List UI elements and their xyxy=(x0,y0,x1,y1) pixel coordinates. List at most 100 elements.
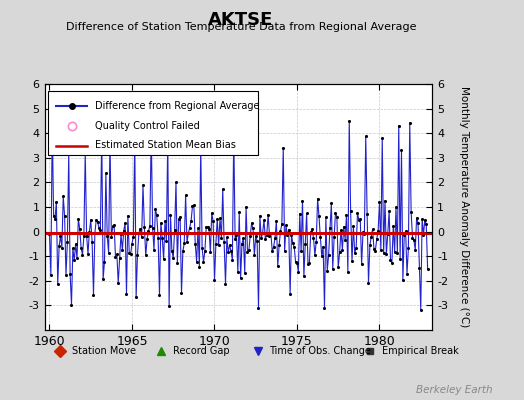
Point xyxy=(118,247,127,254)
Point xyxy=(419,231,428,238)
Point xyxy=(337,227,345,233)
Point xyxy=(423,266,432,272)
Point xyxy=(411,246,419,253)
Point xyxy=(334,264,343,270)
Point xyxy=(330,234,339,240)
Point xyxy=(401,228,410,234)
Point xyxy=(300,273,308,280)
Point xyxy=(67,302,75,308)
Point xyxy=(395,122,403,129)
Point xyxy=(256,213,264,219)
Point xyxy=(136,226,145,232)
Point xyxy=(56,233,64,239)
Point xyxy=(296,210,304,217)
Point xyxy=(236,274,245,281)
Point xyxy=(126,251,135,258)
Point xyxy=(202,224,211,230)
Text: Difference from Regional Average: Difference from Regional Average xyxy=(95,101,259,111)
Point xyxy=(147,128,156,134)
Point xyxy=(418,216,427,222)
Point xyxy=(260,217,268,223)
Point xyxy=(362,133,370,140)
Point xyxy=(371,248,379,254)
Point xyxy=(169,255,178,262)
Point xyxy=(278,221,286,228)
Point xyxy=(139,182,147,189)
Point xyxy=(379,250,388,256)
Point xyxy=(275,242,283,249)
Point xyxy=(322,214,330,220)
Point xyxy=(397,147,406,153)
Point xyxy=(308,226,316,232)
Text: AKTSE: AKTSE xyxy=(209,11,274,29)
Point xyxy=(319,244,328,250)
Point xyxy=(205,226,213,232)
Point xyxy=(375,199,384,205)
Text: Quality Control Failed: Quality Control Failed xyxy=(95,121,200,131)
Point xyxy=(312,239,321,245)
Point xyxy=(286,291,294,297)
Point xyxy=(360,230,368,237)
Point xyxy=(298,197,307,204)
Point xyxy=(245,247,253,254)
Point xyxy=(269,244,278,250)
Point xyxy=(140,224,149,230)
Point xyxy=(124,212,132,219)
Point xyxy=(352,245,361,252)
Point xyxy=(250,252,258,258)
Point xyxy=(291,259,300,266)
Point xyxy=(84,251,92,257)
Point xyxy=(366,242,374,249)
Point xyxy=(340,224,348,230)
Point xyxy=(143,236,151,242)
Point xyxy=(400,232,408,238)
Point xyxy=(130,136,139,142)
Point xyxy=(329,266,337,272)
Point xyxy=(228,256,236,263)
Point xyxy=(191,241,200,247)
Point xyxy=(364,279,373,286)
Point xyxy=(53,281,62,288)
Point xyxy=(412,215,421,221)
Point xyxy=(305,260,313,266)
Point xyxy=(422,221,430,228)
Point xyxy=(327,200,335,206)
Point xyxy=(128,240,136,247)
Point xyxy=(96,227,105,233)
Point xyxy=(357,261,366,268)
Point xyxy=(247,220,256,226)
Point xyxy=(345,118,354,124)
Point xyxy=(102,170,110,176)
Point xyxy=(272,218,280,224)
Point xyxy=(88,238,96,245)
Point xyxy=(344,268,352,275)
Point xyxy=(216,215,224,221)
Point xyxy=(110,222,118,228)
Point xyxy=(410,237,418,243)
Point xyxy=(104,250,113,256)
Point xyxy=(342,211,351,218)
Point xyxy=(414,219,422,226)
Point xyxy=(151,206,160,212)
Point xyxy=(144,228,152,234)
Point xyxy=(268,248,277,254)
Point xyxy=(60,213,69,220)
Point xyxy=(243,249,252,255)
Point xyxy=(206,249,214,256)
Point xyxy=(396,256,405,262)
Point xyxy=(421,216,429,223)
Point xyxy=(157,220,165,226)
Point xyxy=(71,241,80,247)
Point xyxy=(201,248,209,254)
Point xyxy=(227,248,235,254)
Point xyxy=(253,238,261,244)
Point xyxy=(232,232,241,238)
Text: Empirical Break: Empirical Break xyxy=(382,346,458,356)
Point xyxy=(162,238,170,244)
Point xyxy=(185,224,194,231)
Point xyxy=(45,230,53,237)
Point xyxy=(280,248,289,254)
Point xyxy=(196,144,205,150)
Point xyxy=(183,239,191,245)
Point xyxy=(384,231,392,238)
